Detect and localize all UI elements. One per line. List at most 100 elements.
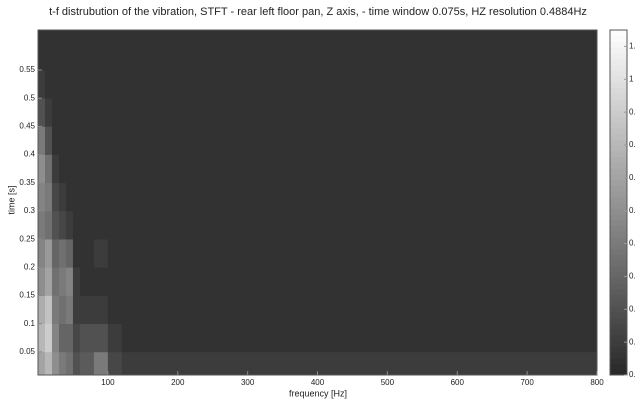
colorbar-tick-label: 0.8 [629, 140, 635, 149]
heat-cell [73, 30, 80, 70]
heat-cell [108, 155, 122, 183]
x-tick-label: 600 [451, 378, 465, 387]
colorbar-step [610, 329, 627, 335]
colorbar-step [610, 59, 627, 65]
heat-cell [66, 98, 73, 126]
heat-cell [80, 98, 94, 126]
heat-cell [38, 98, 45, 126]
heat-cell [38, 211, 45, 239]
heat-cell [73, 155, 80, 183]
colorbar-tick-label: 0.9 [629, 107, 635, 116]
heat-cell [66, 211, 73, 239]
colorbar-step [610, 220, 627, 226]
colorbar-step [610, 174, 627, 180]
colorbar-step [610, 260, 627, 266]
heat-cell [108, 296, 122, 324]
heat-cell [38, 30, 45, 70]
heat-cell [122, 70, 597, 98]
heat-cell [108, 239, 122, 267]
colorbar-step [610, 82, 627, 88]
heat-cell [108, 324, 122, 352]
chart-title: t-f distrubution of the vibration, STFT … [49, 6, 587, 18]
heat-cell [45, 239, 52, 267]
heat-cell [94, 126, 108, 154]
x-tick-label: 200 [171, 378, 185, 387]
colorbar-step [610, 226, 627, 232]
x-tick-label: 700 [520, 378, 534, 387]
colorbar-tick-label: 0.7 [629, 173, 635, 182]
heat-cell [73, 211, 80, 239]
colorbar-step [610, 277, 627, 283]
heat-cell [59, 155, 66, 183]
heat-cell [52, 352, 59, 375]
heat-cell [66, 30, 73, 70]
colorbar-step [610, 283, 627, 289]
heat-cell [94, 98, 108, 126]
heat-cell [122, 267, 597, 295]
heat-cell [66, 239, 73, 267]
colorbar-step [610, 47, 627, 53]
colorbar-step [610, 116, 627, 122]
chart: t-f distrubution of the vibration, STFT … [0, 0, 635, 401]
heat-cell [38, 267, 45, 295]
colorbar-step [610, 266, 627, 272]
heat-cell [94, 324, 108, 352]
heat-cell [66, 126, 73, 154]
colorbar-step [610, 237, 627, 243]
heat-cell [80, 30, 94, 70]
heat-cell [108, 98, 122, 126]
heat-cell [52, 155, 59, 183]
heat-cell [59, 267, 66, 295]
heat-cell [45, 98, 52, 126]
heat-cell [52, 30, 59, 70]
colorbar-step [610, 346, 627, 352]
heat-cell [80, 239, 94, 267]
colorbar-step [610, 157, 627, 163]
x-tick-label: 300 [241, 378, 255, 387]
heat-cell [45, 155, 52, 183]
colorbar-step [610, 364, 627, 370]
heat-cell [108, 352, 122, 375]
heat-cell [52, 183, 59, 211]
colorbar-step [610, 30, 627, 36]
heat-cell [59, 30, 66, 70]
colorbar-step [610, 197, 627, 203]
heat-cell [80, 296, 94, 324]
y-tick-label: 0.05 [19, 347, 35, 356]
colorbar-tick-label: 1.1 [629, 42, 635, 51]
colorbar-step [610, 180, 627, 186]
heat-cell [52, 98, 59, 126]
heat-cell [52, 296, 59, 324]
heat-cell [122, 239, 597, 267]
heat-cell [122, 98, 597, 126]
colorbar-tick-label: 1 [629, 74, 634, 83]
heat-cell [38, 296, 45, 324]
colorbar-step [610, 145, 627, 151]
heat-cell [94, 155, 108, 183]
heat-cell [45, 126, 52, 154]
heat-cell [108, 211, 122, 239]
heat-cell [122, 211, 597, 239]
heat-cell [66, 324, 73, 352]
colorbar-step [610, 65, 627, 71]
x-tick-label: 400 [311, 378, 325, 387]
y-tick-label: 0.55 [19, 65, 35, 74]
heat-cell [122, 126, 597, 154]
heat-cell [52, 211, 59, 239]
colorbar-tick-label: 0.5 [629, 239, 635, 248]
heat-cell [94, 239, 108, 267]
heat-cell [59, 239, 66, 267]
y-tick-label: 0.3 [24, 206, 36, 215]
colorbar-step [610, 352, 627, 358]
colorbar-step [610, 99, 627, 105]
heat-cell [122, 30, 597, 70]
colorbar-step [610, 151, 627, 157]
colorbar-step [610, 300, 627, 306]
heat-cell [80, 352, 94, 375]
colorbar-step [610, 312, 627, 318]
heat-cell [73, 267, 80, 295]
colorbar-step [610, 111, 627, 117]
heat-cell [59, 352, 66, 375]
heat-cell [122, 324, 597, 352]
y-tick-label: 0.15 [19, 291, 35, 300]
